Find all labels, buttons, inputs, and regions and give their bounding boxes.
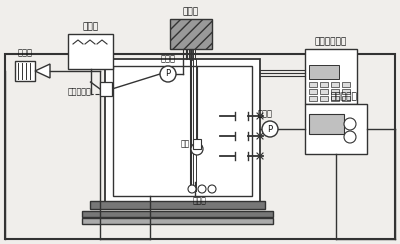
Bar bbox=[305, 104, 367, 154]
Circle shape bbox=[188, 185, 196, 193]
Text: 蠕动泵: 蠕动泵 bbox=[160, 54, 176, 63]
Circle shape bbox=[160, 66, 176, 82]
Bar bbox=[113, 66, 252, 196]
Text: 蠕动泵: 蠕动泵 bbox=[258, 110, 272, 119]
Bar bbox=[309, 96, 317, 101]
Bar bbox=[170, 19, 212, 49]
Polygon shape bbox=[35, 64, 50, 78]
Text: P: P bbox=[268, 124, 272, 133]
Bar bbox=[309, 114, 344, 134]
Text: 集水箱: 集水箱 bbox=[82, 22, 98, 31]
Bar bbox=[331, 89, 339, 94]
Text: 曝气泵: 曝气泵 bbox=[18, 49, 32, 58]
Bar bbox=[100, 82, 112, 96]
Bar bbox=[309, 82, 317, 87]
Circle shape bbox=[344, 131, 356, 143]
Circle shape bbox=[262, 121, 278, 137]
Text: 转子流量计: 转子流量计 bbox=[68, 88, 92, 96]
Text: 水浴保温箱: 水浴保温箱 bbox=[330, 92, 358, 102]
Text: 探头: 探头 bbox=[180, 140, 190, 149]
Text: P: P bbox=[166, 70, 170, 79]
Circle shape bbox=[198, 185, 206, 193]
Bar bbox=[193, 139, 201, 149]
Bar bbox=[309, 89, 317, 94]
Circle shape bbox=[208, 185, 216, 193]
Circle shape bbox=[191, 143, 203, 155]
Bar bbox=[15, 61, 35, 81]
Bar bbox=[5, 54, 395, 239]
Bar bbox=[68, 34, 113, 69]
Bar bbox=[320, 89, 328, 94]
Bar bbox=[82, 211, 273, 217]
Text: 曝气头: 曝气头 bbox=[193, 196, 207, 205]
Bar bbox=[105, 59, 260, 204]
Bar bbox=[309, 65, 339, 79]
Bar bbox=[90, 201, 265, 209]
Bar bbox=[331, 82, 339, 87]
Bar bbox=[305, 49, 357, 104]
Text: 搅拌器: 搅拌器 bbox=[183, 8, 199, 17]
Bar bbox=[82, 218, 273, 224]
Bar bbox=[320, 96, 328, 101]
Bar bbox=[342, 89, 350, 94]
Bar bbox=[320, 82, 328, 87]
Bar bbox=[342, 82, 350, 87]
Bar bbox=[342, 96, 350, 101]
Circle shape bbox=[344, 118, 356, 130]
Bar bbox=[331, 96, 339, 101]
Text: 多参数分析仪: 多参数分析仪 bbox=[315, 38, 347, 47]
